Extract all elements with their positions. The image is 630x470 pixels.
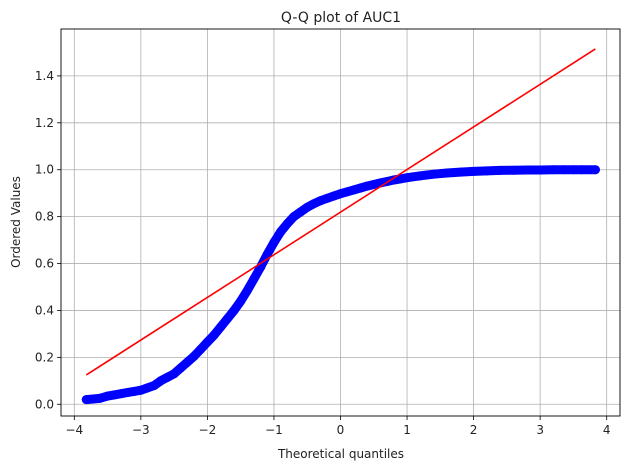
x-tick-label: −1 xyxy=(265,423,283,437)
x-axis-label: Theoretical quantiles xyxy=(277,447,404,461)
x-axis-ticks: −4 −3 −2 −1 0 1 2 3 4 xyxy=(65,416,611,437)
y-tick-label: 0.2 xyxy=(35,350,54,364)
data-point xyxy=(590,165,600,175)
data-point xyxy=(402,173,412,183)
data-point xyxy=(242,286,252,296)
x-tick-label: −4 xyxy=(65,423,83,437)
data-point xyxy=(216,322,226,332)
grid-lines xyxy=(61,29,620,416)
data-point xyxy=(116,389,126,399)
data-point xyxy=(209,330,219,340)
y-tick-label: 1.4 xyxy=(35,69,54,83)
data-point xyxy=(169,369,179,379)
data-point xyxy=(509,165,519,175)
data-point xyxy=(282,219,292,229)
y-tick-label: 0.0 xyxy=(35,397,54,411)
data-point xyxy=(289,212,299,222)
data-point xyxy=(182,357,192,367)
data-point xyxy=(548,165,558,175)
x-tick-label: 3 xyxy=(536,423,544,437)
data-point xyxy=(103,391,113,401)
data-point xyxy=(176,363,186,373)
y-tick-label: 0.4 xyxy=(35,303,54,317)
data-point xyxy=(229,305,239,315)
data-point xyxy=(522,165,532,175)
y-axis-ticks: 0.0 0.2 0.4 0.6 0.8 1.0 1.2 1.4 xyxy=(35,69,61,411)
data-point xyxy=(482,166,492,176)
x-tick-label: 4 xyxy=(603,423,611,437)
data-point xyxy=(415,171,425,181)
data-point xyxy=(395,174,405,184)
data-point xyxy=(123,388,133,398)
data-point xyxy=(455,167,465,177)
data-point xyxy=(568,165,578,175)
data-point xyxy=(469,166,479,176)
data-point xyxy=(262,249,272,259)
data-point xyxy=(109,390,119,400)
data-point xyxy=(558,165,568,175)
data-point xyxy=(495,165,505,175)
data-point xyxy=(149,381,159,391)
data-point xyxy=(196,344,206,354)
data-point xyxy=(296,207,306,217)
data-point xyxy=(222,314,232,324)
data-point xyxy=(249,274,259,284)
data-point xyxy=(276,227,286,237)
y-tick-label: 1.2 xyxy=(35,116,54,130)
data-point xyxy=(576,165,586,175)
data-point xyxy=(189,351,199,361)
data-point xyxy=(162,372,172,382)
data-point xyxy=(236,296,246,306)
data-point xyxy=(269,237,279,247)
x-tick-label: 0 xyxy=(337,423,345,437)
x-tick-label: −2 xyxy=(199,423,217,437)
x-tick-label: 1 xyxy=(403,423,411,437)
y-axis-label: Ordered Values xyxy=(9,176,23,268)
y-tick-label: 1.0 xyxy=(35,163,54,177)
x-tick-label: −3 xyxy=(132,423,150,437)
x-tick-label: 2 xyxy=(470,423,478,437)
data-point xyxy=(389,175,399,185)
data-point xyxy=(95,393,105,403)
chart-title: Q-Q plot of AUC1 xyxy=(281,10,401,26)
data-point xyxy=(442,168,452,178)
fit-line xyxy=(85,48,596,376)
data-point xyxy=(535,165,545,175)
data-point xyxy=(81,395,91,405)
y-tick-label: 0.6 xyxy=(35,257,54,271)
data-point xyxy=(129,386,139,396)
data-point xyxy=(156,376,166,386)
data-point xyxy=(429,169,439,179)
y-tick-label: 0.8 xyxy=(35,210,54,224)
data-point xyxy=(202,337,212,347)
data-point xyxy=(302,202,312,212)
